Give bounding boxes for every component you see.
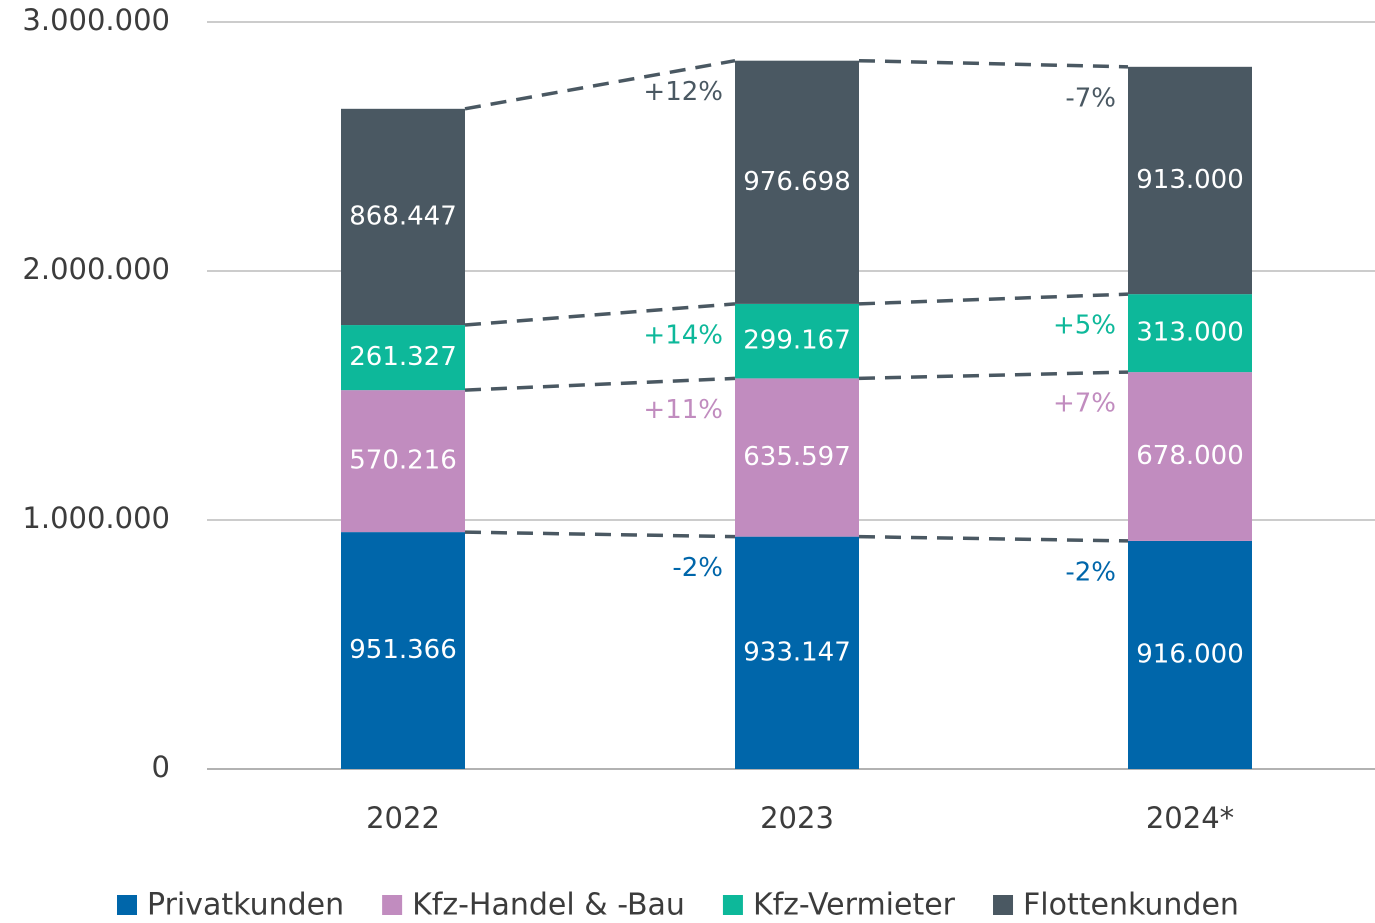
legend-swatch (722, 895, 743, 915)
bar-segment (735, 536, 859, 769)
y-tick-label: 3.000.000 (22, 3, 170, 37)
connector-line (464, 58, 736, 111)
change-label: +12% (643, 77, 723, 107)
bar-segment (341, 390, 465, 533)
connector-line (464, 376, 736, 392)
x-tick-label: 2024* (1146, 801, 1234, 835)
legend-label: Kfz-Vermieter (753, 888, 956, 923)
change-label: -2% (672, 553, 723, 583)
change-label: +14% (643, 320, 723, 350)
connector-line (464, 530, 736, 539)
legend-swatch (993, 895, 1014, 915)
legend-label: Kfz-Handel & -Bau (412, 888, 685, 923)
legend-swatch (382, 895, 403, 915)
value-label: 635.597 (743, 442, 851, 472)
legend-label: Flottenkunden (1023, 888, 1239, 923)
bar-segment (1128, 66, 1252, 295)
change-label: +7% (1053, 389, 1116, 419)
y-tick-label: 1.000.000 (22, 501, 170, 535)
value-label: 976.698 (743, 167, 851, 197)
y-tick-label: 2.000.000 (22, 252, 170, 286)
connector-line (858, 292, 1129, 306)
bar-segment (1128, 540, 1252, 769)
connector-line (858, 534, 1129, 543)
connector-line (858, 58, 1129, 69)
connector-line (858, 370, 1129, 381)
value-label: 951.366 (349, 635, 457, 665)
change-label: +11% (643, 395, 723, 425)
legend-label: Privatkunden (147, 888, 344, 923)
y-tick-label: 0 (152, 750, 170, 784)
value-label: 299.167 (743, 326, 851, 356)
bar-segment (1128, 372, 1252, 541)
bar-segment (735, 60, 859, 304)
change-label: -7% (1065, 83, 1116, 113)
bar-segment (735, 378, 859, 537)
bar-segment (341, 108, 465, 326)
value-label: 261.327 (349, 342, 457, 372)
legend-swatch (117, 895, 137, 915)
change-label: +5% (1053, 311, 1116, 341)
value-label: 913.000 (1136, 165, 1244, 195)
x-tick-label: 2023 (760, 801, 834, 835)
value-label: 868.447 (349, 201, 457, 231)
bar-segment (1128, 294, 1252, 373)
value-label: 313.000 (1136, 318, 1244, 348)
connector-line (464, 302, 736, 327)
change-label: -2% (1065, 557, 1116, 587)
value-label: 916.000 (1136, 639, 1244, 669)
bar-segment (341, 325, 465, 391)
value-label: 570.216 (349, 446, 457, 476)
bar-segment (735, 303, 859, 379)
bar-segment (341, 532, 465, 769)
value-label: 678.000 (1136, 441, 1244, 471)
x-tick-label: 2022 (366, 801, 440, 835)
value-label: 933.147 (743, 637, 851, 667)
